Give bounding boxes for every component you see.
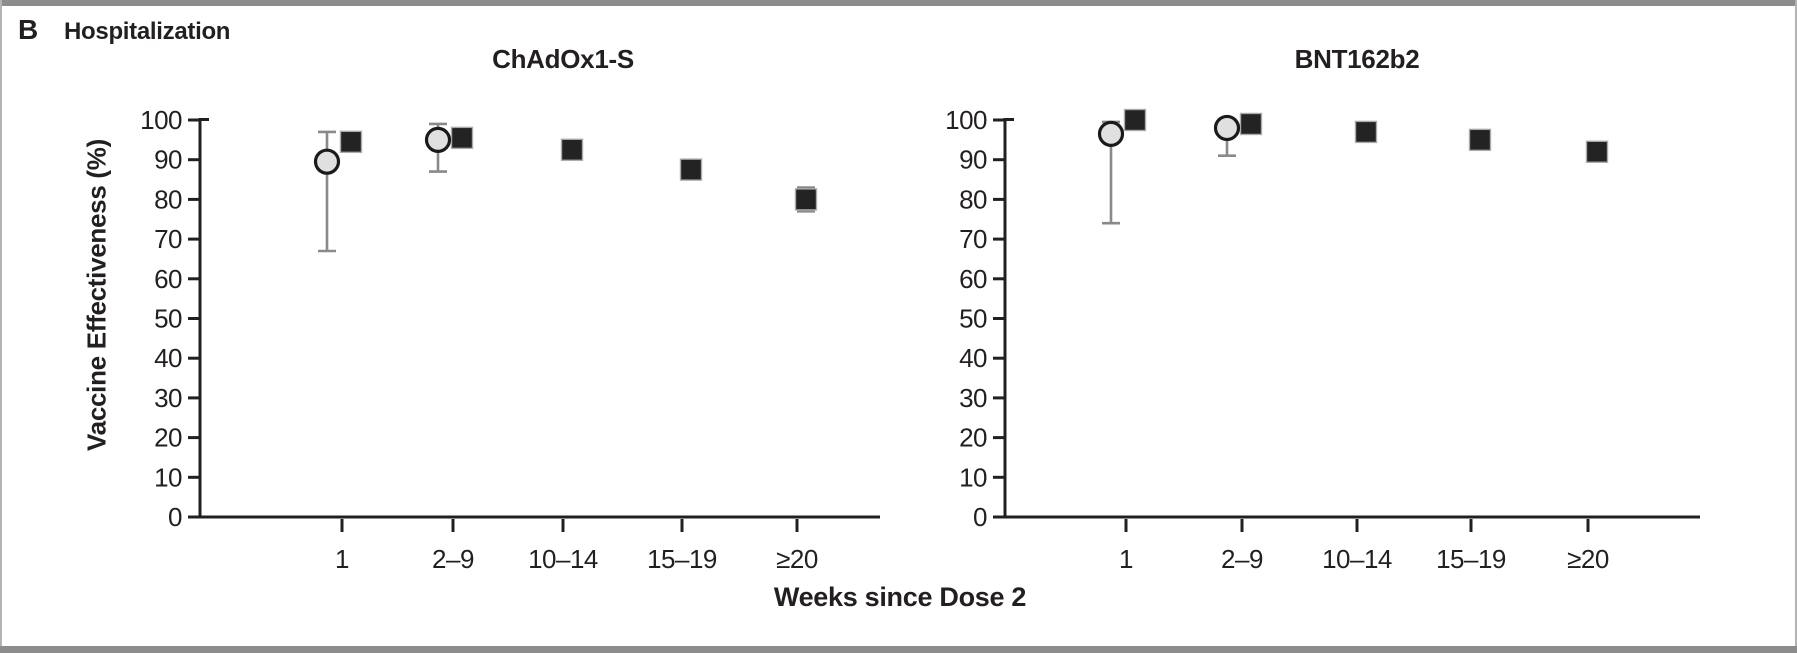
circle-marker (1213, 114, 1241, 142)
frame-top-border (0, 0, 1797, 6)
y-tick-label: 70 (959, 224, 987, 254)
x-tick-label: 10–14 (528, 544, 598, 574)
y-tick-label: 50 (154, 304, 182, 334)
y-tick-label: 20 (959, 423, 987, 453)
square-marker (560, 138, 584, 161)
square-marker (450, 126, 474, 150)
x-tick-label: 2–9 (1221, 544, 1263, 574)
y-tick-label: 70 (154, 224, 182, 254)
y-tick-label: 60 (154, 264, 182, 294)
square-marker (1239, 112, 1263, 136)
circle-marker (424, 126, 452, 153)
circle-marker (313, 148, 341, 175)
figure-panel-title: Hospitalization (64, 18, 231, 45)
frame-left-border (0, 0, 2, 653)
x-tick-label: 15–19 (1436, 544, 1506, 574)
x-tick-label: 1 (335, 544, 349, 574)
y-tick-label: 60 (959, 264, 987, 294)
frame-bottom-border (0, 646, 1797, 653)
y-tick-label: 80 (154, 184, 182, 214)
y-tick-label: 10 (154, 462, 182, 492)
x-tick-label: ≥20 (1567, 544, 1609, 574)
y-tick-label: 30 (154, 383, 182, 413)
square-marker (1123, 108, 1147, 132)
y-tick-label: 90 (154, 145, 182, 175)
square-marker (679, 158, 703, 181)
y-tick-label: 0 (168, 502, 182, 532)
square-marker (339, 130, 363, 154)
square-marker (1585, 140, 1609, 163)
x-tick-label: 10–14 (1322, 544, 1392, 574)
square-marker (794, 188, 818, 211)
square-marker (1468, 128, 1492, 152)
y-tick-label: 40 (154, 343, 182, 373)
circle-marker (1097, 120, 1125, 147)
y-tick-label: 100 (140, 105, 182, 135)
y-tick-label: 0 (973, 502, 987, 532)
x-tick-label: ≥20 (776, 544, 818, 574)
y-tick-label: 80 (959, 184, 987, 214)
y-tick-label: 50 (959, 304, 987, 334)
x-tick-label: 2–9 (432, 544, 474, 574)
x-tick-label: 15–19 (647, 544, 717, 574)
square-marker (1354, 120, 1378, 144)
chart-title-chadox1s: ChAdOx1-S (492, 44, 634, 74)
x-tick-label: 1 (1119, 544, 1133, 574)
y-tick-label: 10 (959, 462, 987, 492)
y-tick-label: 100 (945, 105, 987, 135)
y-tick-label: 20 (154, 423, 182, 453)
y-tick-label: 40 (959, 343, 987, 373)
y-tick-label: 90 (959, 145, 987, 175)
x-axis-title: Weeks since Dose 2 (773, 582, 1027, 612)
y-tick-label: 30 (959, 383, 987, 413)
figure-panel-letter: B (18, 14, 38, 45)
frame-right-border (1795, 0, 1797, 653)
chart-title-bnt162b2: BNT162b2 (1294, 44, 1420, 74)
